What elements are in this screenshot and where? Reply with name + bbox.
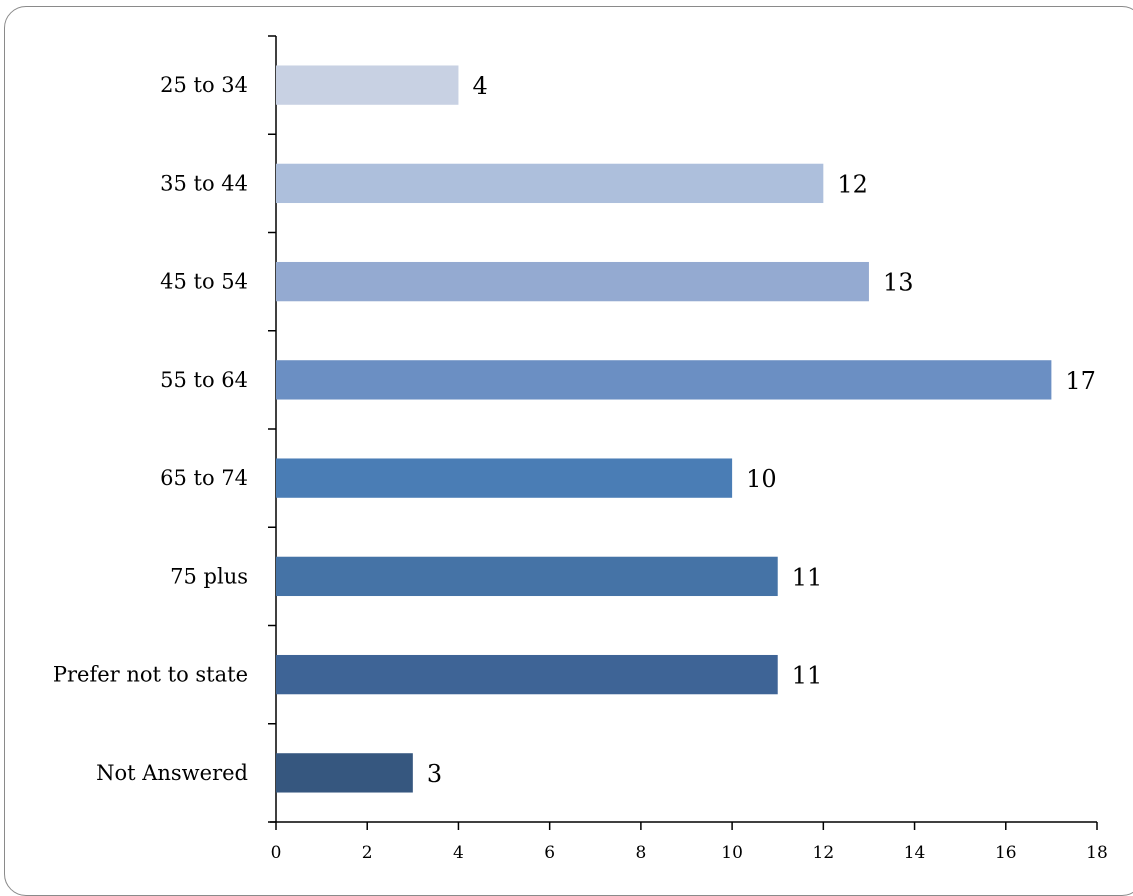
bar-65-to-74	[276, 458, 733, 498]
bar-35-to-44	[276, 163, 824, 204]
x-tick-label: 18	[1086, 843, 1108, 863]
bar-prefer-not-to-state	[276, 654, 778, 695]
category-label: 55 to 64	[160, 368, 248, 392]
x-tick-label: 16	[995, 843, 1017, 863]
x-tick-label: 4	[453, 843, 464, 863]
bar-25-to-34	[276, 65, 459, 105]
data-label: 12	[837, 170, 868, 198]
data-labels: 4 12 13 17 10 11 11 3	[427, 72, 1096, 788]
category-label: 75 plus	[170, 564, 248, 588]
bar-45-to-54	[276, 261, 869, 302]
data-label: 3	[427, 760, 442, 788]
chart-frame	[4, 6, 1133, 896]
category-label: Not Answered	[96, 761, 248, 785]
x-tick-label: 12	[813, 843, 835, 863]
x-tick-label: 2	[362, 843, 373, 863]
x-tick-label: 10	[721, 843, 743, 863]
bar-75-plus	[276, 556, 778, 597]
category-label: 45 to 54	[160, 270, 248, 294]
x-tick-label: 6	[544, 843, 555, 863]
x-tick-label: 8	[635, 843, 646, 863]
data-label: 11	[792, 662, 823, 690]
category-label: 35 to 44	[160, 171, 248, 195]
bar-55-to-64	[276, 360, 1052, 400]
category-label: Prefer not to state	[53, 663, 248, 687]
data-label: 4	[472, 72, 487, 100]
data-label: 11	[792, 563, 823, 591]
x-tick-label: 14	[904, 843, 926, 863]
x-ticks: 0 2 4 6 8 10 12 14 16 18	[271, 822, 1108, 863]
data-label: 17	[1065, 367, 1096, 395]
category-label: 65 to 74	[160, 466, 248, 490]
bars	[276, 65, 1052, 793]
data-label: 13	[883, 269, 914, 297]
category-label: 25 to 34	[160, 73, 248, 97]
category-labels: 25 to 34 35 to 44 45 to 54 55 to 64 65 to 74…	[53, 73, 248, 785]
y-ticks	[268, 35, 276, 823]
bar-not-answered	[276, 753, 413, 793]
x-tick-label: 0	[271, 843, 282, 863]
data-label: 10	[746, 465, 777, 493]
